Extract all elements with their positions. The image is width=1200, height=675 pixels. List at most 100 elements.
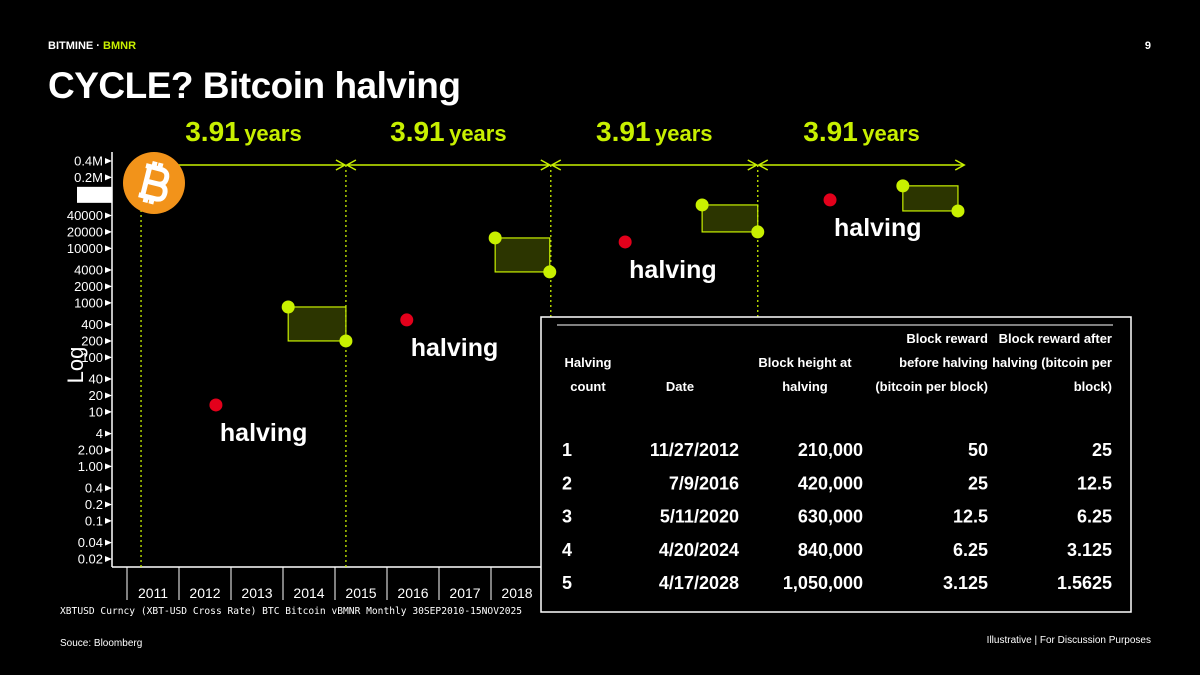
chart-caption: XBTUSD Curncy (XBT-USD Cross Rate) BTC B…	[60, 606, 522, 617]
table-cell: 1,050,000	[783, 573, 863, 593]
x-tick-label: 2015	[345, 585, 376, 601]
y-tick	[105, 228, 112, 235]
arrow-head	[540, 159, 552, 171]
cycle-point	[951, 204, 965, 218]
x-tick-label: 2012	[189, 585, 220, 601]
table-header: (bitcoin per block)	[875, 379, 988, 394]
title: CYCLE? Bitcoin halving	[48, 65, 460, 106]
x-tick-label: 2016	[397, 585, 428, 601]
x-tick-label: 2014	[293, 585, 324, 601]
bitcoin-logo	[123, 152, 185, 214]
table-header: Block reward after	[999, 331, 1112, 346]
y-tick	[105, 430, 112, 437]
y-tick	[105, 267, 112, 274]
cycle-unit: years	[862, 121, 920, 146]
arrow-head	[335, 159, 347, 171]
cycle-box	[701, 204, 759, 233]
cycle-label: 3.91 years	[803, 116, 919, 147]
y-tick	[105, 299, 112, 306]
cycle-point	[488, 231, 502, 245]
table-cell: 5	[562, 573, 572, 593]
y-tick-label: 0.04	[78, 535, 103, 550]
y-tick-label: 0.2	[85, 497, 103, 512]
table-header: halving	[782, 379, 828, 394]
y-tick-label: 4	[96, 426, 103, 441]
y-tick-label: 20	[89, 388, 103, 403]
table-cell: 3	[562, 507, 572, 527]
table-cell: 3.125	[1067, 540, 1112, 560]
y-tick	[105, 556, 112, 562]
y-tick-label: 0.02	[78, 552, 103, 567]
table-cell: 4/20/2024	[659, 540, 739, 560]
table-cell: 1	[562, 440, 572, 460]
table-header: Block height at	[758, 355, 852, 370]
y-tick	[105, 539, 112, 546]
y-tick	[105, 392, 112, 399]
logo-b	[138, 163, 170, 202]
cycle-point	[751, 225, 765, 239]
table: Halving count Date Block height at halving Bl…	[540, 316, 1132, 613]
table-header: block)	[1074, 379, 1112, 394]
arrow-head	[345, 159, 357, 171]
y-axis-label: Log	[63, 347, 88, 384]
table-cell: 11/27/2012	[650, 440, 739, 460]
x-tick-label: 2011	[138, 585, 168, 601]
y-tick-label: 2.00	[78, 442, 103, 457]
table-header: Block reward	[906, 331, 988, 346]
y-tick	[105, 174, 112, 181]
y-tick-label: 40	[89, 372, 103, 387]
table-cell: 3.125	[943, 573, 988, 593]
cycle-point	[896, 179, 910, 193]
halving-point	[209, 398, 223, 412]
y-tick	[105, 283, 112, 290]
y-tick	[105, 321, 112, 328]
logo-glyph	[138, 161, 170, 205]
y-tick-label: 400	[81, 317, 103, 332]
arrow-head	[550, 159, 562, 171]
y-tick	[105, 158, 112, 164]
table-box	[540, 316, 1132, 613]
table-cell: 2	[562, 473, 572, 493]
cycle-unit: years	[244, 121, 302, 146]
y-tick-label: 100	[81, 350, 103, 365]
brand: BITMINE ·	[48, 40, 100, 52]
y-tick-label: 1000	[74, 295, 103, 310]
cycle-point	[281, 300, 295, 314]
table-header: halving (bitcoin per	[992, 355, 1112, 370]
y-tick	[105, 501, 112, 508]
y-tick	[105, 376, 112, 383]
footer-note: Illustrative | For Discussion Purposes	[987, 635, 1151, 646]
source: Souce: Bloomberg	[60, 638, 142, 649]
cycle-box	[494, 237, 551, 273]
halving-label: halving	[411, 334, 499, 362]
cycle-box	[287, 306, 347, 342]
y-tick	[105, 337, 112, 344]
y-tick-label: 2000	[74, 279, 103, 294]
brand-line: BITMINE · BMNR	[48, 40, 136, 52]
logo-bars	[142, 161, 164, 205]
table-cell: 12.5	[953, 507, 988, 527]
halving-point	[823, 193, 837, 207]
y-tick-label: 20000	[67, 224, 103, 239]
arrow-head	[747, 159, 759, 171]
chart: Log0.4M0.2M40000200001000040002000100040…	[60, 116, 966, 617]
cycle-point	[543, 265, 557, 279]
y-tick	[105, 463, 112, 470]
table-cell: 210,000	[798, 440, 863, 460]
cycle-label: 3.91 years	[185, 116, 301, 147]
x-tick-label: 2018	[501, 585, 532, 601]
y-tick-label: 1.00	[78, 459, 103, 474]
cycle-value: 3.91	[185, 116, 240, 147]
table-cell: 25	[968, 473, 988, 493]
y-tick	[105, 245, 112, 252]
table-header: count	[570, 379, 606, 394]
table-cell: 25	[1092, 440, 1112, 460]
page-number: 9	[1145, 40, 1151, 52]
halving-label: halving	[834, 214, 922, 242]
y-tick-label: 10	[89, 404, 103, 419]
halving-label: halving	[629, 256, 717, 284]
y-tick-label: 10000	[67, 241, 103, 256]
table-cell: 12.5	[1077, 473, 1112, 493]
cycle-label: 3.91 years	[596, 116, 712, 147]
